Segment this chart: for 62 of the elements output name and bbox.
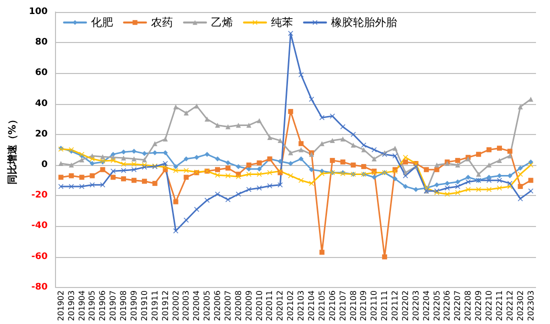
x-tick-label: 202303: [526, 290, 536, 322]
x-tick-label: 202210: [484, 290, 494, 322]
y-tick-label: 20: [35, 129, 48, 140]
x-tick-label: 202008: [234, 290, 243, 322]
x-tick-label: 202006: [213, 290, 222, 322]
y-tick-label: -40: [31, 221, 48, 232]
x-tick-label: 202108: [348, 290, 358, 322]
x-tick-label: 201910: [140, 290, 149, 322]
x-tick-label: 202003: [182, 290, 191, 322]
x-tick-label: 202206: [442, 290, 452, 322]
x-tick-label: 202012: [276, 290, 285, 322]
x-tick-label: 201905: [88, 290, 97, 322]
y-tick-label: 40: [35, 98, 48, 109]
y-tick-label: -80: [31, 282, 48, 292]
x-tick-label: 202105: [317, 290, 326, 322]
x-tick-label: 202109: [359, 290, 368, 322]
x-tick-label: 202112: [390, 290, 400, 322]
x-tick-label: 202202: [400, 290, 410, 322]
x-tick-label: 201902: [56, 290, 66, 322]
y-tick-label: 80: [35, 38, 48, 48]
y-axis-title: 同比增速（%）: [6, 114, 18, 185]
x-tick-label: 201908: [119, 290, 128, 322]
y-tick-label: 100: [28, 7, 48, 17]
x-tick-label: 202009: [244, 290, 254, 322]
y-tick-label: 60: [35, 68, 48, 78]
x-tick-label: 201912: [160, 290, 170, 322]
x-tick-label: 201903: [66, 290, 76, 322]
x-tick-label: 202004: [192, 290, 202, 322]
x-tick-label: 202007: [223, 290, 232, 322]
x-tick-label: 201909: [130, 290, 138, 322]
x-tick-label: 201904: [77, 290, 86, 322]
x-tick-label: 202102: [286, 290, 296, 322]
x-tick-label: 202204: [422, 290, 431, 322]
x-tick-label: 201907: [108, 290, 118, 322]
x-tick-label: 202207: [453, 290, 462, 322]
x-tick-label: 202205: [432, 290, 442, 322]
x-tick-label: 202005: [202, 290, 212, 322]
x-tick-label: 201906: [98, 290, 108, 322]
x-tick-label: 201911: [150, 290, 160, 322]
y-tick-label: 0: [41, 160, 48, 170]
x-tick-label: 202302: [516, 290, 525, 322]
x-tick-label: 202212: [505, 290, 514, 322]
x-tick-label: 202209: [474, 290, 484, 322]
x-tick-label: 202010: [254, 290, 264, 322]
legend-label: 农药: [151, 16, 173, 29]
y-tick-label: -60: [31, 252, 48, 262]
x-tick-label: 202208: [464, 290, 473, 322]
x-tick-label: 202011: [265, 290, 274, 322]
x-tick-label: 202104: [307, 290, 316, 322]
legend-label: 化肥: [91, 16, 113, 29]
x-tick-label: 202103: [296, 290, 306, 322]
x-tick-label: 202203: [411, 290, 420, 322]
x-tick-label: 202106: [328, 290, 337, 322]
legend-label: 橡胶轮胎外胎: [331, 16, 397, 29]
x-tick-label: 202107: [338, 290, 348, 322]
x-tick-label: 202110: [370, 290, 379, 322]
legend-label: 纯苯: [271, 16, 293, 29]
x-tick-label: 202111: [380, 290, 390, 322]
x-tick-label: 202211: [494, 290, 504, 322]
x-tick-label: 202002: [171, 290, 180, 322]
y-tick-label: -20: [31, 190, 48, 201]
legend-label: 乙烯: [211, 16, 233, 29]
